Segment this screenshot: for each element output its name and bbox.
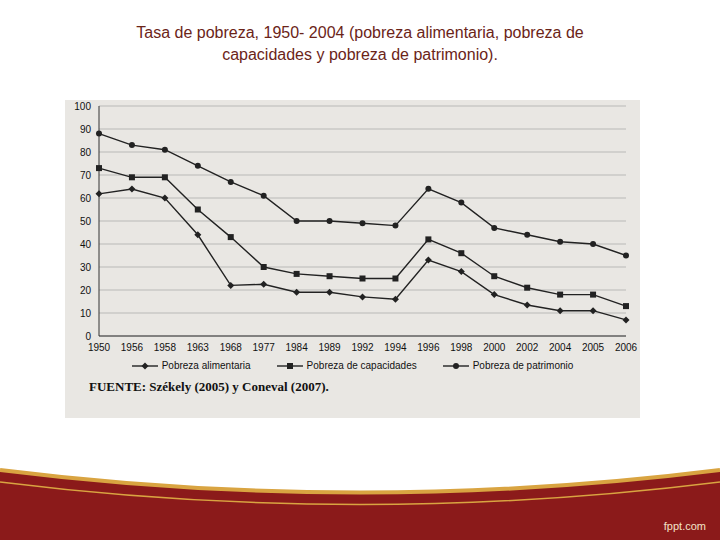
svg-text:40: 40 bbox=[80, 239, 92, 250]
svg-text:1958: 1958 bbox=[154, 342, 177, 353]
svg-text:60: 60 bbox=[80, 193, 92, 204]
svg-text:1977: 1977 bbox=[253, 342, 276, 353]
svg-text:2002: 2002 bbox=[516, 342, 539, 353]
svg-text:100: 100 bbox=[74, 101, 91, 112]
svg-text:1994: 1994 bbox=[384, 342, 407, 353]
svg-text:70: 70 bbox=[80, 170, 92, 181]
svg-text:1968: 1968 bbox=[220, 342, 243, 353]
html-text:Pobreza alimentaria: Pobreza alimentaria bbox=[161, 360, 251, 371]
html-text:Pobreza de capacidades: Pobreza de capacidades bbox=[306, 360, 417, 371]
svg-text:1950: 1950 bbox=[88, 342, 111, 353]
svg-text:2006: 2006 bbox=[615, 342, 638, 353]
svg-text:2005: 2005 bbox=[582, 342, 605, 353]
html-text:fppt.com: fppt.com bbox=[663, 520, 706, 532]
svg-text:80: 80 bbox=[80, 147, 92, 158]
svg-text:2004: 2004 bbox=[549, 342, 572, 353]
svg-text:90: 90 bbox=[80, 124, 92, 135]
svg-text:30: 30 bbox=[80, 262, 92, 273]
svg-text:1984: 1984 bbox=[286, 342, 309, 353]
svg-text:0: 0 bbox=[85, 331, 91, 342]
svg-text:1956: 1956 bbox=[121, 342, 144, 353]
svg-text:1996: 1996 bbox=[417, 342, 440, 353]
svg-text:2000: 2000 bbox=[483, 342, 506, 353]
svg-text:10: 10 bbox=[80, 308, 92, 319]
svg-text:1989: 1989 bbox=[318, 342, 341, 353]
html-text:FUENTE: Székely (2005) y Conev: FUENTE: Székely (2005) y Coneval (2007). bbox=[89, 379, 329, 394]
html-text:Pobreza de patrimonio: Pobreza de patrimonio bbox=[472, 360, 574, 371]
svg-text:50: 50 bbox=[80, 216, 92, 227]
svg-text:1992: 1992 bbox=[351, 342, 374, 353]
svg-text:1963: 1963 bbox=[187, 342, 210, 353]
html-text:Tasa de pobreza, 1950- 2004 (p: Tasa de pobreza, 1950- 2004 (pobreza ali… bbox=[136, 24, 584, 63]
svg-text:20: 20 bbox=[80, 285, 92, 296]
svg-text:1998: 1998 bbox=[450, 342, 473, 353]
